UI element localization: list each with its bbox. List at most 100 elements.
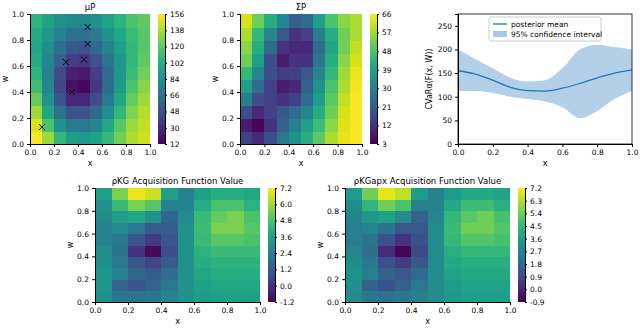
- heat-cell: [264, 92, 277, 106]
- tick-mark: [237, 92, 240, 93]
- colorbar: [518, 188, 525, 302]
- heat-cell: [240, 79, 253, 93]
- heat-cell: [325, 118, 338, 132]
- tick-mark: [260, 302, 261, 305]
- heat-cell: [138, 53, 150, 67]
- x-axis: 0.00.20.40.60.81.0: [25, 144, 157, 157]
- heat-cell: [112, 268, 129, 280]
- heat-cell: [313, 79, 326, 93]
- heat-cell: [444, 211, 461, 223]
- heat-cell: [126, 131, 139, 144]
- heat-cell: [42, 92, 55, 106]
- tick-label: 6.3: [530, 197, 542, 206]
- colorbar: [370, 14, 377, 144]
- heat-cell: [428, 268, 445, 280]
- heat-cell: [211, 222, 228, 234]
- heat-cell: [161, 211, 178, 223]
- plot-frame: [458, 14, 632, 144]
- axis-line: [241, 145, 363, 148]
- heat-cell: [126, 105, 139, 119]
- heat-cell: [301, 79, 314, 93]
- tick-label: 0.8: [327, 207, 339, 216]
- heat-cell: [42, 53, 55, 67]
- heat-cell: [378, 279, 395, 291]
- tick: 0.8: [327, 207, 345, 216]
- tick: 30: [165, 124, 180, 133]
- tick-mark: [165, 95, 167, 96]
- tick-label: 0.0: [235, 148, 247, 157]
- x-label: x: [88, 159, 93, 168]
- heat-cell: [477, 234, 494, 246]
- panel: -1.20.01.22.43.64.86.07.20.00.20.40.60.8…: [66, 176, 295, 326]
- tick-label: 0.6: [222, 62, 234, 71]
- heat-cell: [161, 279, 178, 291]
- heat-cell: [90, 131, 103, 144]
- tick-label: 1.0: [505, 306, 517, 315]
- figure: 12304866841021201381560.00.20.40.60.81.0…: [0, 0, 640, 330]
- heat-cell: [345, 268, 362, 280]
- heat-cell: [325, 14, 338, 28]
- tick: 21: [377, 103, 392, 112]
- tick-mark: [493, 144, 494, 147]
- tick: 0.6: [557, 144, 569, 157]
- heat-cell: [345, 279, 362, 291]
- heat-cell: [338, 66, 351, 80]
- heat-cell: [42, 40, 55, 54]
- tick-label: 102: [170, 59, 185, 68]
- axis-line: [27, 15, 31, 145]
- heat-cell: [128, 199, 145, 211]
- heat-cell: [444, 188, 461, 200]
- tick-label: 0.0: [340, 306, 352, 315]
- tick-label: 0.0: [12, 140, 24, 149]
- heat-cell: [411, 211, 428, 223]
- tick-label: 0.0: [77, 298, 89, 307]
- tick-label: 1.0: [627, 148, 639, 157]
- tick-mark: [342, 302, 345, 303]
- tick-mark: [338, 144, 339, 147]
- tick: 1.0: [255, 302, 267, 315]
- axis-line: [96, 303, 261, 306]
- tick-label: 0.0: [25, 148, 37, 157]
- tick-label: 48: [382, 47, 392, 56]
- heat-cell: [350, 66, 362, 80]
- tick-label: 0.6: [77, 230, 89, 239]
- tick-mark: [377, 107, 379, 108]
- heat-cell: [145, 222, 162, 234]
- axis-line: [166, 15, 168, 145]
- heat-cell: [378, 256, 395, 268]
- heat-cell: [428, 234, 445, 246]
- heat-cell: [227, 245, 244, 257]
- tick-mark: [92, 188, 95, 189]
- heat-cell: [78, 105, 91, 119]
- tick-label: 57: [382, 28, 392, 37]
- tick-label: 12: [170, 140, 180, 149]
- heat-cell: [66, 66, 79, 80]
- tick: 0.4: [73, 144, 85, 157]
- heat-cell: [289, 79, 302, 93]
- tick-mark: [444, 302, 445, 305]
- heat-cell: [102, 79, 115, 93]
- colorbar: [158, 14, 165, 144]
- heat-cell: [428, 256, 445, 268]
- heat-cell: [395, 279, 412, 291]
- heat-cell: [244, 268, 261, 280]
- tick-mark: [165, 112, 167, 113]
- heat-cell: [362, 211, 379, 223]
- heat-cell: [161, 268, 178, 280]
- heat-cell: [194, 234, 211, 246]
- tick-mark: [275, 221, 277, 222]
- tick-label: 0.0: [280, 282, 292, 291]
- heat-cell: [102, 53, 115, 67]
- tick-mark: [275, 237, 277, 238]
- heat-cell: [178, 279, 195, 291]
- tick: 0.4: [222, 88, 240, 97]
- tick: 102: [165, 59, 185, 68]
- heat-cell: [301, 27, 314, 41]
- tick-label: 0.4: [327, 252, 339, 261]
- tick-label: 100: [438, 93, 453, 102]
- heat-cell: [178, 211, 195, 223]
- tick: 0.2: [373, 302, 385, 315]
- panel: posterior mean95% confidence interval0.0…: [425, 14, 639, 168]
- heat-cell: [289, 40, 302, 54]
- panel: 3122130394857660.00.20.40.60.81.00.00.20…: [211, 2, 392, 168]
